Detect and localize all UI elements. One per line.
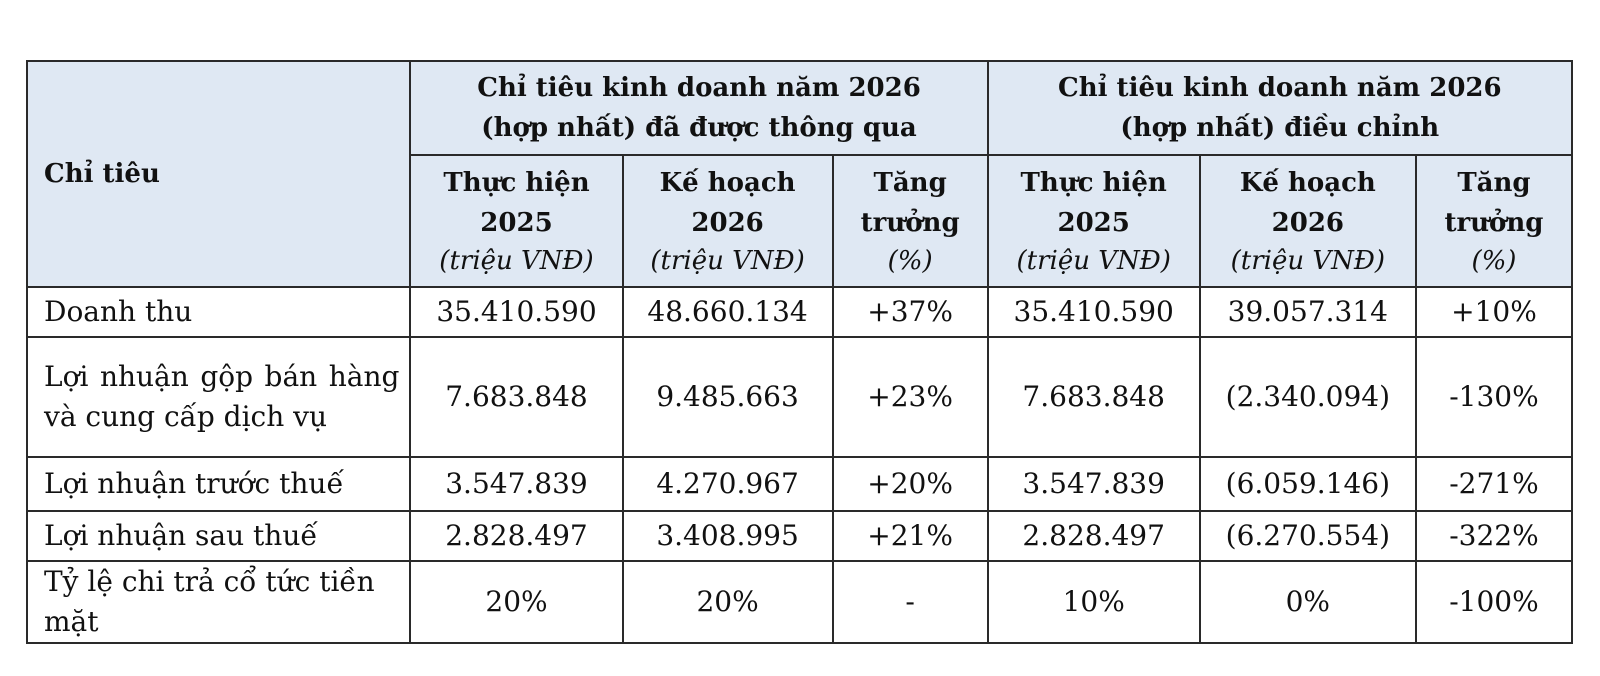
table-cell: +10% (1414, 286, 1574, 338)
header-row-columns: Thực hiện 2025 (triệu VNĐ) Kế hoạch 2026 (tr… (27, 154, 1574, 288)
table-cell: +21% (831, 510, 989, 562)
table-cell: - (831, 560, 989, 644)
table-cell: 10% (986, 560, 1201, 644)
header-row-groups: Chỉ tiêu Chỉ tiêu kinh doanh năm 2026 (h… (25, 60, 1574, 288)
column-header: Tăng trưởng (%) (1414, 154, 1574, 288)
table-cell: -100% (1414, 560, 1574, 644)
group-header-line: Chỉ tiêu kinh doanh năm 2026 (477, 73, 921, 103)
table-cell: 39.057.314 (1198, 286, 1417, 338)
business-targets-table: Chỉ tiêu Chỉ tiêu kinh doanh năm 2026 (h… (25, 60, 1574, 644)
group-header-adjusted: Chỉ tiêu kinh doanh năm 2026 (hợp nhất) … (986, 60, 1574, 156)
row-label: Tỷ lệ chi trả cổ tức tiền mặt (25, 560, 412, 644)
row-label: Lợi nhuận trước thuế (25, 456, 412, 512)
column-header: Thực hiện 2025 (triệu VNĐ) (986, 154, 1201, 288)
table-cell: 20% (621, 560, 834, 644)
kpi-table-container: Chỉ tiêu Chỉ tiêu kinh doanh năm 2026 (h… (25, 60, 1574, 644)
table-cell: 2.828.497 (409, 510, 624, 562)
row-label: Doanh thu (25, 286, 412, 338)
table-cell: -130% (1414, 336, 1574, 458)
table-row: Tỷ lệ chi trả cổ tức tiền mặt 20% 20% - … (25, 560, 1574, 644)
table-cell: +37% (831, 286, 989, 338)
column-header: Kế hoạch 2026 (triệu VNĐ) (1198, 154, 1417, 288)
table-cell: 7.683.848 (409, 336, 624, 458)
column-header: Tăng trưởng (%) (831, 154, 989, 288)
table-cell: 35.410.590 (986, 286, 1201, 338)
table-cell: (6.059.146) (1198, 456, 1417, 512)
group-header-approved: Chỉ tiêu kinh doanh năm 2026 (hợp nhất) … (409, 60, 989, 156)
table-cell: 4.270.967 (621, 456, 834, 512)
table-cell: 2.828.497 (986, 510, 1201, 562)
table-cell: 0% (1198, 560, 1417, 644)
table-cell: 35.410.590 (409, 286, 624, 338)
table-cell: 9.485.663 (621, 336, 834, 458)
row-label: Lợi nhuận sau thuế (25, 510, 412, 562)
metric-column-header: Chỉ tiêu (25, 60, 412, 288)
table-cell: 7.683.848 (986, 336, 1201, 458)
table-row: Lợi nhuận sau thuế 2.828.497 3.408.995 +… (25, 510, 1574, 562)
table-cell: +23% (831, 336, 989, 458)
group-header-line: Chỉ tiêu kinh doanh năm 2026 (1058, 73, 1502, 103)
table-cell: -322% (1414, 510, 1574, 562)
table-cell: 3.547.839 (986, 456, 1201, 512)
column-header: Thực hiện 2025 (triệu VNĐ) (409, 154, 624, 288)
table-cell: 3.408.995 (621, 510, 834, 562)
table-cell: 20% (409, 560, 624, 644)
group-header-line: (hợp nhất) đã được thông qua (481, 113, 917, 143)
table-row: Lợi nhuận gộp bán hàng và cung cấp dịch … (25, 336, 1574, 458)
row-label: Lợi nhuận gộp bán hàng và cung cấp dịch … (25, 336, 412, 458)
table-cell: (2.340.094) (1198, 336, 1417, 458)
table-cell: 3.547.839 (409, 456, 624, 512)
table-cell: +20% (831, 456, 989, 512)
group-header-line: (hợp nhất) điều chỉnh (1120, 113, 1440, 143)
table-row: Doanh thu 35.410.590 48.660.134 +37% 35.… (25, 286, 1574, 338)
column-header: Kế hoạch 2026 (triệu VNĐ) (621, 154, 834, 288)
table-row: Lợi nhuận trước thuế 3.547.839 4.270.967… (25, 456, 1574, 512)
table-cell: 48.660.134 (621, 286, 834, 338)
table-cell: -271% (1414, 456, 1574, 512)
table-cell: (6.270.554) (1198, 510, 1417, 562)
